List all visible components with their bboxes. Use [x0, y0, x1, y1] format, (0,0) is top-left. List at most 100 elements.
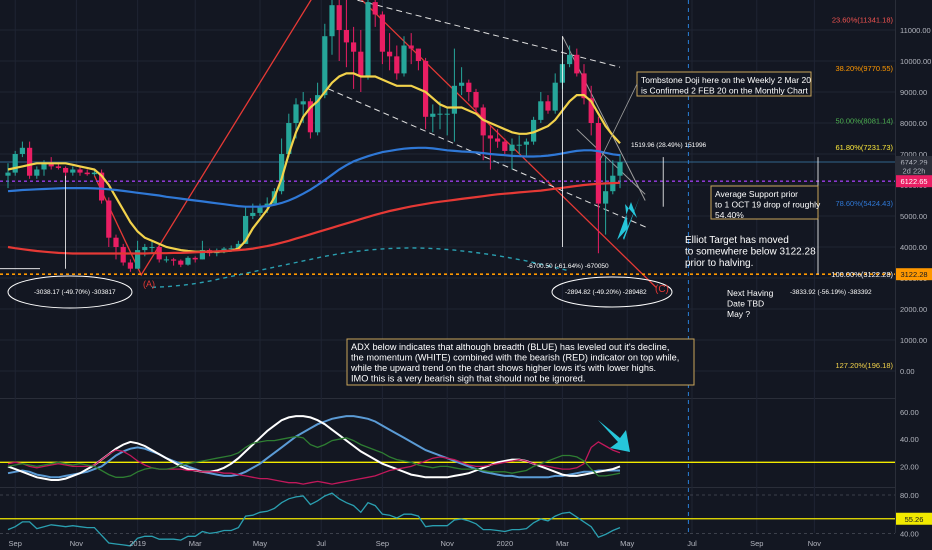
- tombstone-pointer: [599, 83, 638, 161]
- candle-body: [423, 61, 429, 117]
- rsi-panel: [0, 492, 895, 547]
- halving-note-line: Date TBD: [727, 299, 764, 309]
- moving-averages: [7, 72, 621, 288]
- candle-body: [394, 56, 400, 74]
- candle-body: [437, 113, 443, 115]
- fib-level-label: 100.00%(3122.28): [831, 270, 893, 279]
- price-tick-label: 0.00: [900, 367, 915, 376]
- candle-body: [19, 147, 25, 154]
- candle-body: [379, 14, 385, 52]
- candle-body: [329, 5, 335, 37]
- candle-body: [12, 154, 18, 173]
- candle-body: [365, 2, 371, 77]
- candle-body: [567, 54, 573, 65]
- drawings: [7, 36, 819, 309]
- price-badge-label: 2d 22h: [903, 166, 926, 175]
- halving-note-line: May ?: [727, 309, 750, 319]
- adx-note-line: the momentum (WHITE) combined with the b…: [351, 353, 679, 363]
- adx-tick-label: 20.00: [900, 462, 919, 471]
- halving-note-line: Next Having: [727, 288, 774, 298]
- wave-c-label: (C): [655, 284, 669, 295]
- candle-body: [99, 172, 105, 201]
- adx-series-line: [7, 415, 620, 479]
- candle-body: [178, 260, 184, 265]
- measure-label: -6700.50 (-61.64%) -670050: [527, 263, 609, 270]
- time-tick-label: Nov: [70, 539, 84, 548]
- candle-body: [531, 119, 537, 142]
- adx-note-line: ADX below indicates that although breadt…: [351, 342, 669, 352]
- adx-panel: [0, 415, 895, 485]
- adx-series-line: [7, 441, 621, 485]
- candle-body: [84, 172, 90, 175]
- candle-body: [120, 247, 126, 263]
- axes: 23.60%(11341.18) 38.20%(9770.55) 50.00%(80…: [9, 15, 932, 548]
- candle-body: [127, 262, 133, 269]
- candle-body: [415, 48, 421, 61]
- candle-body: [34, 169, 40, 176]
- candle-body: [106, 200, 112, 238]
- price-tick-label: 8000.00: [900, 119, 927, 128]
- candle-body: [63, 167, 69, 173]
- annotations: Tombstone Doji here on the Weekly 2 Mar …: [34, 71, 872, 386]
- time-tick-label: Mar: [556, 539, 569, 548]
- price-badge: [896, 164, 932, 177]
- time-tick-label: Mar: [189, 539, 202, 548]
- candle-body: [401, 45, 407, 74]
- candle-body: [588, 98, 594, 123]
- candle-body: [473, 92, 479, 108]
- price-badge-label: 3122.28: [900, 270, 927, 279]
- candle-body: [5, 172, 11, 176]
- price-tick-label: 1000.00: [900, 336, 927, 345]
- candle-body: [487, 135, 493, 139]
- candle-body: [322, 36, 328, 96]
- channel-lower: [328, 88, 649, 229]
- measure-bottom-ellipse: [551, 276, 673, 308]
- candle-body: [523, 141, 529, 145]
- candle-body: [451, 85, 457, 114]
- measure-left-ellipse: [7, 275, 133, 309]
- candle-body: [372, 2, 378, 15]
- candle-body: [199, 250, 205, 260]
- price-tick-label: 4000.00: [900, 243, 927, 252]
- price-tick-label: 11000.00: [900, 26, 931, 35]
- fib-level-label: 38.20%(9770.55): [835, 64, 893, 73]
- up-arrow-shaft: [623, 196, 640, 240]
- tombstone-callout-box: [636, 71, 812, 97]
- time-tick-label: Nov: [441, 539, 455, 548]
- rsi-tick-label: 40.00: [900, 529, 919, 538]
- measure-label: -3833.92 (-56.19%) -383392: [790, 289, 872, 296]
- candle-body: [495, 138, 501, 142]
- candle-body: [279, 154, 285, 192]
- time-tick-label: Jul: [687, 539, 697, 548]
- time-tick-label: 2019: [129, 539, 146, 548]
- candle-body: [343, 30, 349, 43]
- average-support-callout-line: Average Support prior: [715, 189, 798, 199]
- rsi-series-line: [7, 492, 621, 547]
- candle-body: [243, 216, 249, 244]
- down-arrow: [598, 420, 630, 452]
- candle-body: [293, 104, 299, 123]
- elliot-target-line: to somewhere below 3122.28: [685, 247, 816, 258]
- candle-body: [502, 141, 508, 151]
- candle-body: [307, 101, 313, 133]
- fib-level-label: 78.60%(5424.43): [835, 199, 893, 208]
- time-tick-label: Jul: [316, 539, 326, 548]
- candle-body: [581, 73, 587, 99]
- measure-label: 1519.96 (28.49%) 151996: [631, 142, 707, 149]
- tombstone-callout-line: Tombstone Doji here on the Weekly 2 Mar …: [641, 75, 811, 85]
- candle-body: [41, 163, 47, 170]
- time-tick-label: May: [620, 539, 634, 548]
- candle-body: [351, 42, 357, 52]
- candle-body: [444, 113, 450, 115]
- candle-body: [192, 257, 198, 260]
- moving-average-line: [7, 146, 621, 208]
- price-tick-label: 2000.00: [900, 305, 927, 314]
- candle-body: [595, 123, 601, 204]
- price-badge-label: 6742.29: [900, 158, 927, 167]
- average-support-callout-line: 54.40%: [715, 210, 744, 220]
- candle-body: [70, 169, 76, 173]
- candle-body: [228, 248, 234, 250]
- adx-note-line: IMO this is a very bearish sigh that sho…: [351, 374, 585, 384]
- elliot-target-line: Elliot Target has moved: [685, 235, 789, 246]
